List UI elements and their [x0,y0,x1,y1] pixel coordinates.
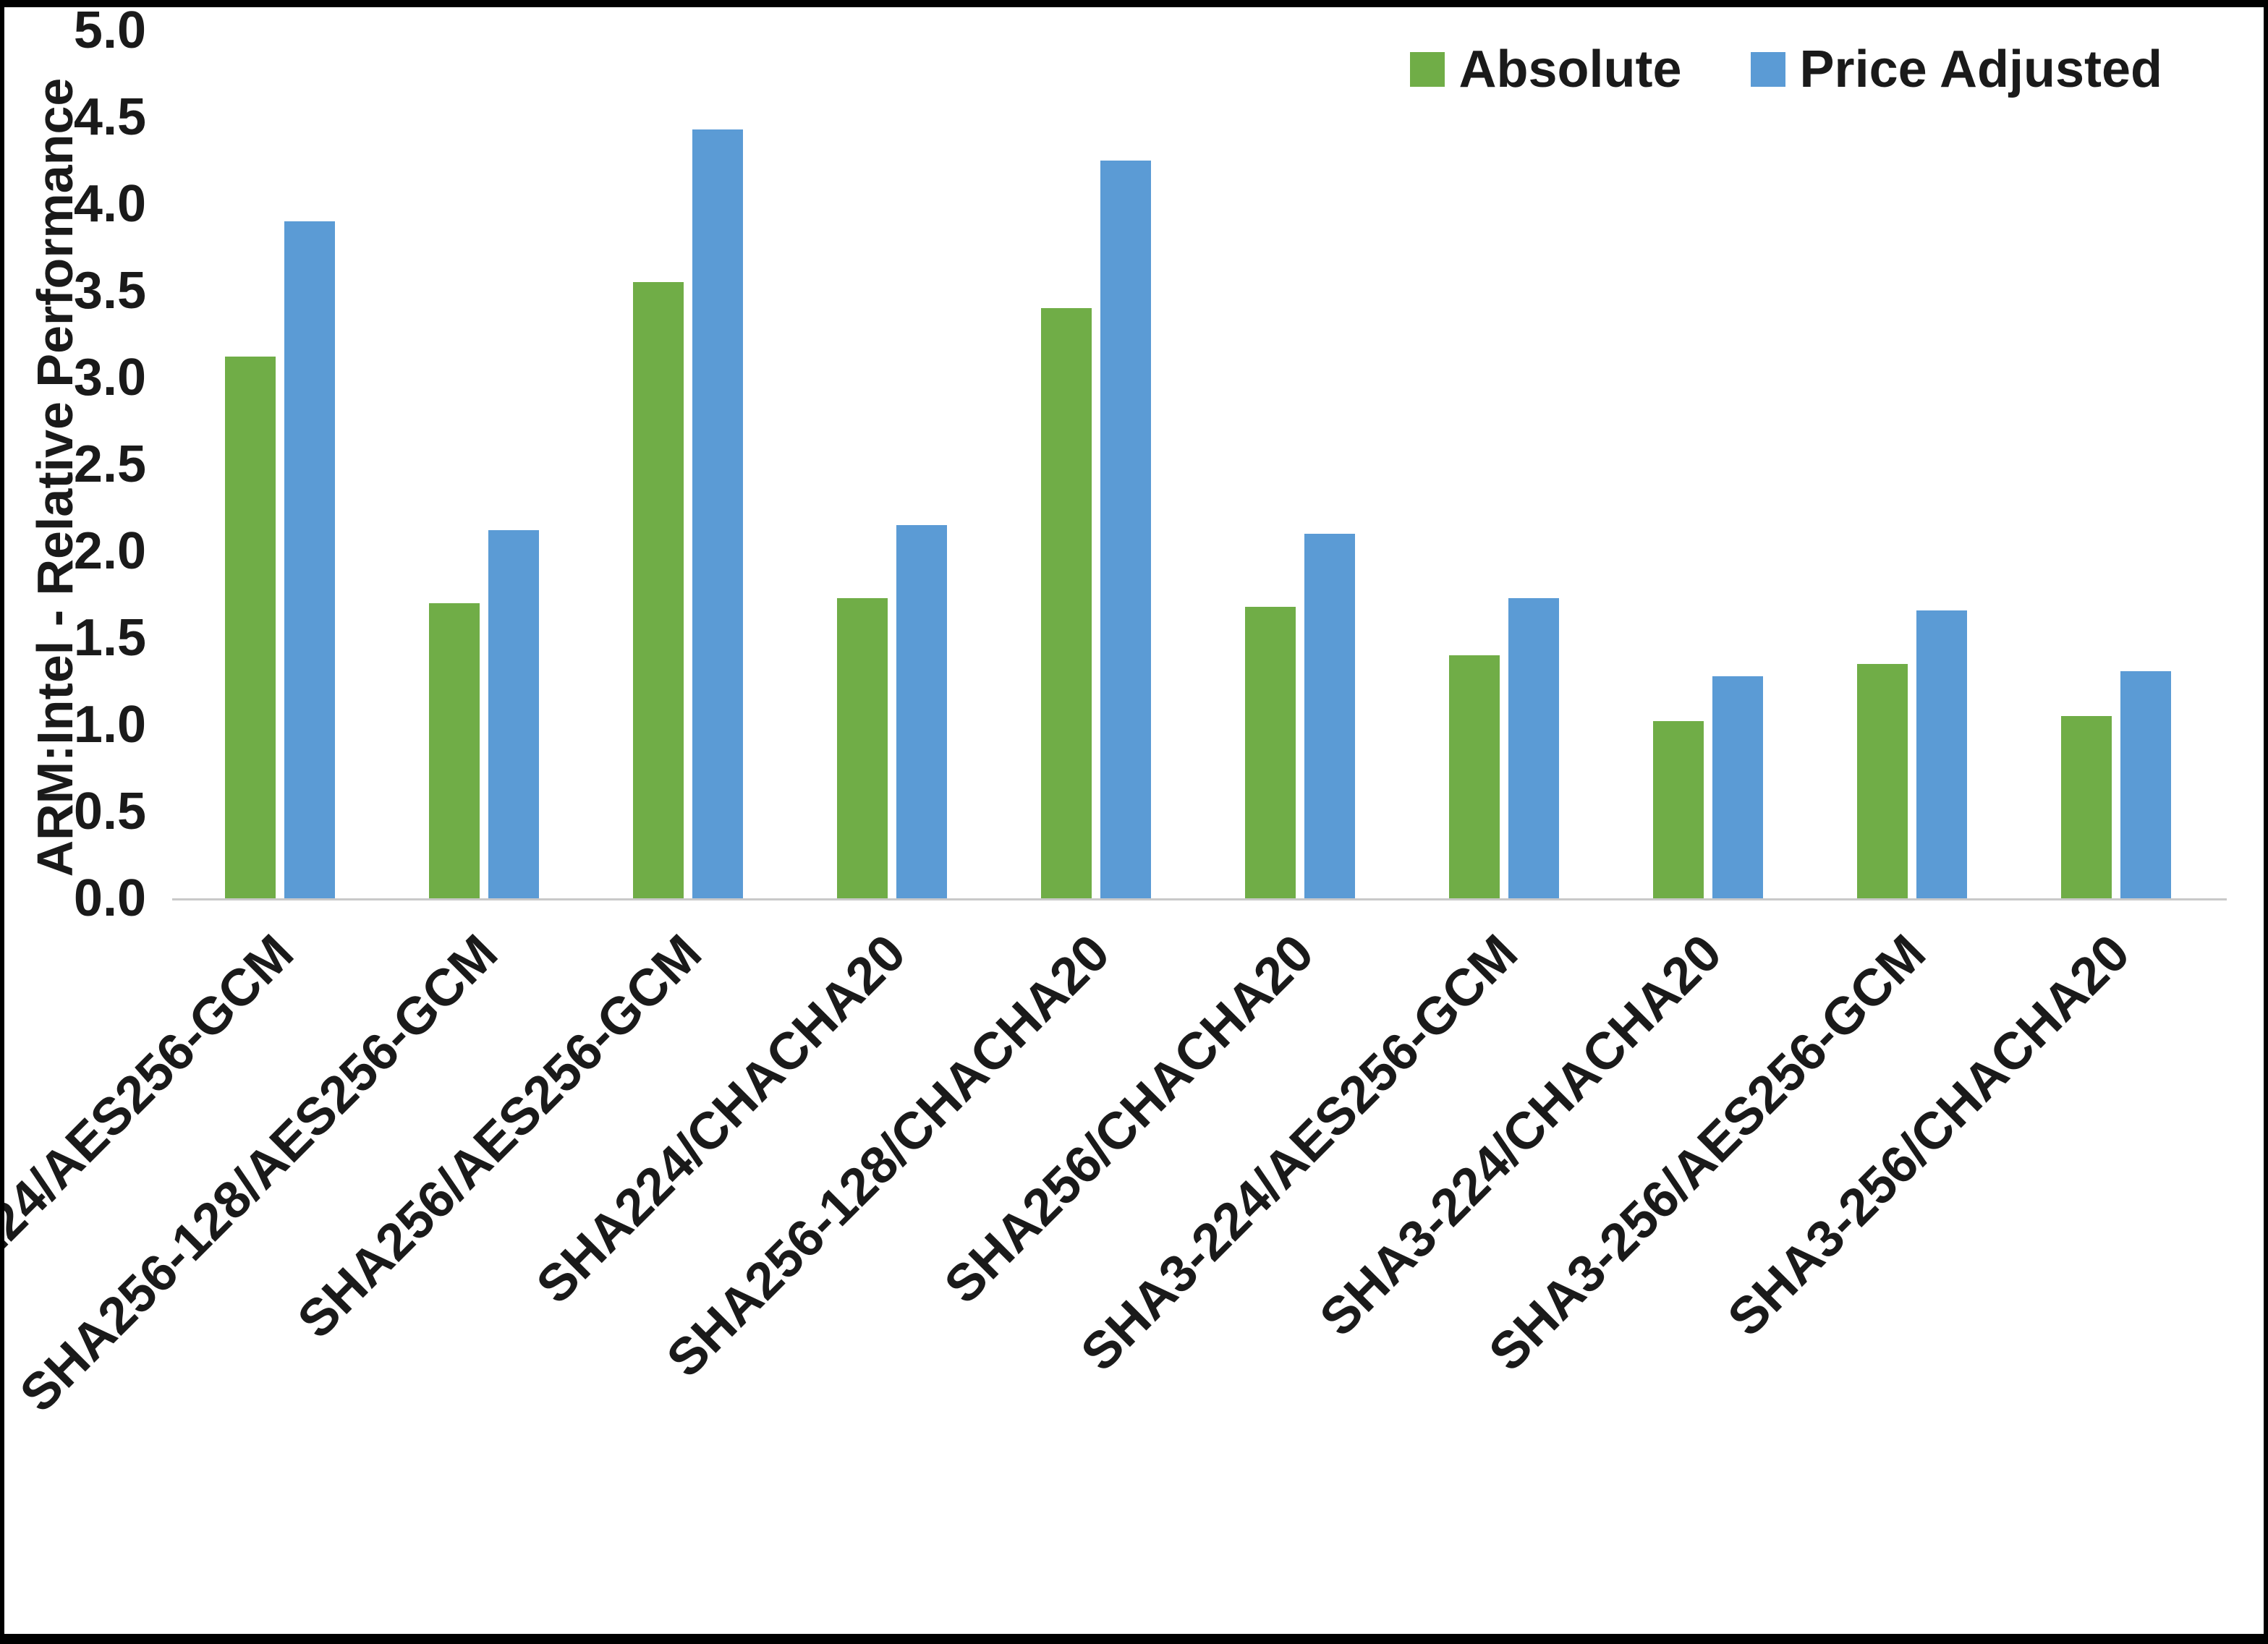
bar-absolute [2061,716,2112,898]
legend-item: Price Adjusted [1750,41,2162,98]
bar-price-adjusted [1100,161,1151,898]
bar-group [790,30,994,898]
bar-price-adjusted [1712,676,1763,898]
x-category-label: SHA3-224/CHACHA20 [1309,924,1733,1347]
y-axis-tick-labels: 0.0 0.5 1.0 1.5 2.0 2.5 3.0 3.5 4.0 4.5 5.0 [4,7,146,924]
bar-price-adjusted [2120,670,2171,898]
bar-price-adjusted [284,221,335,898]
x-category-label: SHA256-128/AES256-GCM [9,924,509,1423]
y-tick-label: 1.0 [73,696,146,754]
y-tick-label: 4.0 [73,175,146,233]
x-category-label: SHA256/AES256-GCM [286,924,713,1350]
bar-group [1606,30,1810,898]
bar-group [586,30,790,898]
x-category-label: SHA3-224/AES256-GCM [1069,924,1529,1382]
bar-price-adjusted [896,525,947,898]
legend-label: Price Adjusted [1799,41,2162,98]
y-tick-label: 3.0 [73,349,146,406]
y-tick-label: 5.0 [73,1,146,59]
y-tick-label: 1.5 [73,609,146,667]
bar-price-adjusted [1916,610,1967,898]
bar-price-adjusted [488,530,539,898]
x-axis-baseline [172,898,2227,900]
bar-absolute [1041,308,1092,898]
x-category-label: SHA3-256/CHACHA20 [1717,924,2141,1347]
bar-absolute [1449,655,1500,898]
bar-group [1402,30,1606,898]
bar-group [178,30,382,898]
y-tick-label: 2.5 [73,435,146,493]
bar-group [1810,30,2014,898]
x-category-label: SHA224/CHACHA20 [525,924,917,1315]
bar-absolute [837,597,888,898]
legend: Absolute Price Adjusted [1409,41,2162,98]
bar-absolute [633,282,684,898]
x-category-label: SHA224/AES256-GCM [0,924,305,1350]
plot-area [178,30,2218,898]
y-tick-label: 0.5 [73,783,146,840]
bar-group [994,30,1198,898]
x-category-label: SHA256-128/CHACHA20 [655,924,1121,1389]
y-tick-label: 0.0 [73,869,146,927]
bar-absolute [225,357,276,898]
x-category-label: SHA256/CHACHA20 [933,924,1325,1315]
bar-price-adjusted [1508,597,1559,898]
legend-swatch-icon [1409,52,1445,87]
y-tick-label: 2.0 [73,522,146,580]
legend-label: Absolute [1458,41,1682,98]
x-category-label: SHA3-256/AES256-GCM [1477,924,1937,1382]
y-tick-label: 3.5 [73,262,146,320]
legend-item: Absolute [1409,41,1682,98]
bar-group [1198,30,1402,898]
bar-price-adjusted [1304,534,1355,898]
bar-absolute [1245,606,1296,898]
bar-group [382,30,586,898]
bar-group [2014,30,2218,898]
bar-absolute [1653,721,1704,898]
legend-swatch-icon [1750,52,1785,87]
bar-absolute [1857,664,1908,898]
bar-absolute [429,603,480,898]
bar-price-adjusted [692,129,743,898]
y-tick-label: 4.5 [73,88,146,146]
